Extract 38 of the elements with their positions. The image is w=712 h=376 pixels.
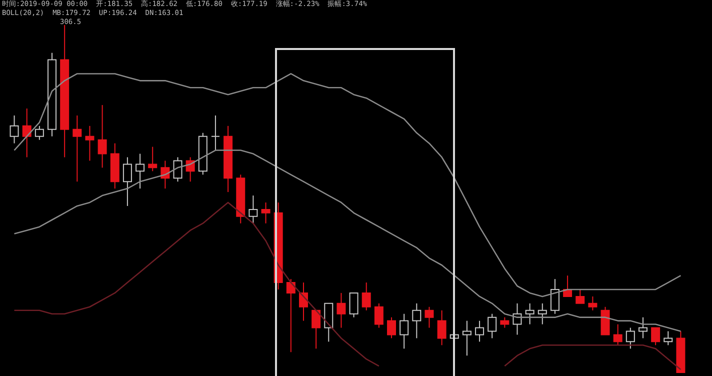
candlestick — [72, 114, 82, 182]
candlestick — [400, 313, 409, 350]
candlestick — [576, 288, 585, 304]
candlestick — [210, 114, 220, 151]
candlestick — [336, 292, 346, 328]
candlestick — [34, 125, 44, 140]
candlestick — [488, 313, 497, 339]
candlestick — [122, 156, 132, 206]
candlestick — [261, 202, 270, 224]
candlestick — [248, 195, 258, 224]
candlestick — [22, 108, 32, 158]
candlestick — [651, 327, 660, 346]
candlestick — [538, 302, 547, 325]
candlestick — [626, 327, 635, 350]
candlestick — [550, 278, 560, 314]
candlestick — [349, 292, 358, 318]
candlestick — [437, 310, 446, 346]
candlestick — [613, 324, 622, 346]
candlestick — [312, 310, 321, 350]
candlestick — [475, 320, 484, 342]
candlestick — [500, 316, 510, 328]
candlestick — [525, 302, 534, 325]
candlestick — [173, 156, 182, 182]
candlestick — [462, 320, 472, 356]
candlestick — [412, 302, 422, 339]
candlestick — [374, 302, 384, 328]
candlestick — [664, 330, 673, 346]
candlestick — [98, 104, 107, 168]
candlestick — [588, 296, 598, 311]
candlestick — [10, 114, 19, 144]
candlestick — [424, 306, 434, 328]
candlestick — [638, 316, 648, 339]
candlestick — [387, 316, 396, 339]
candlestick — [85, 125, 94, 162]
candlestick — [286, 278, 296, 353]
candlestick — [148, 146, 158, 172]
candlestick — [362, 282, 371, 311]
candlestick — [136, 153, 145, 190]
